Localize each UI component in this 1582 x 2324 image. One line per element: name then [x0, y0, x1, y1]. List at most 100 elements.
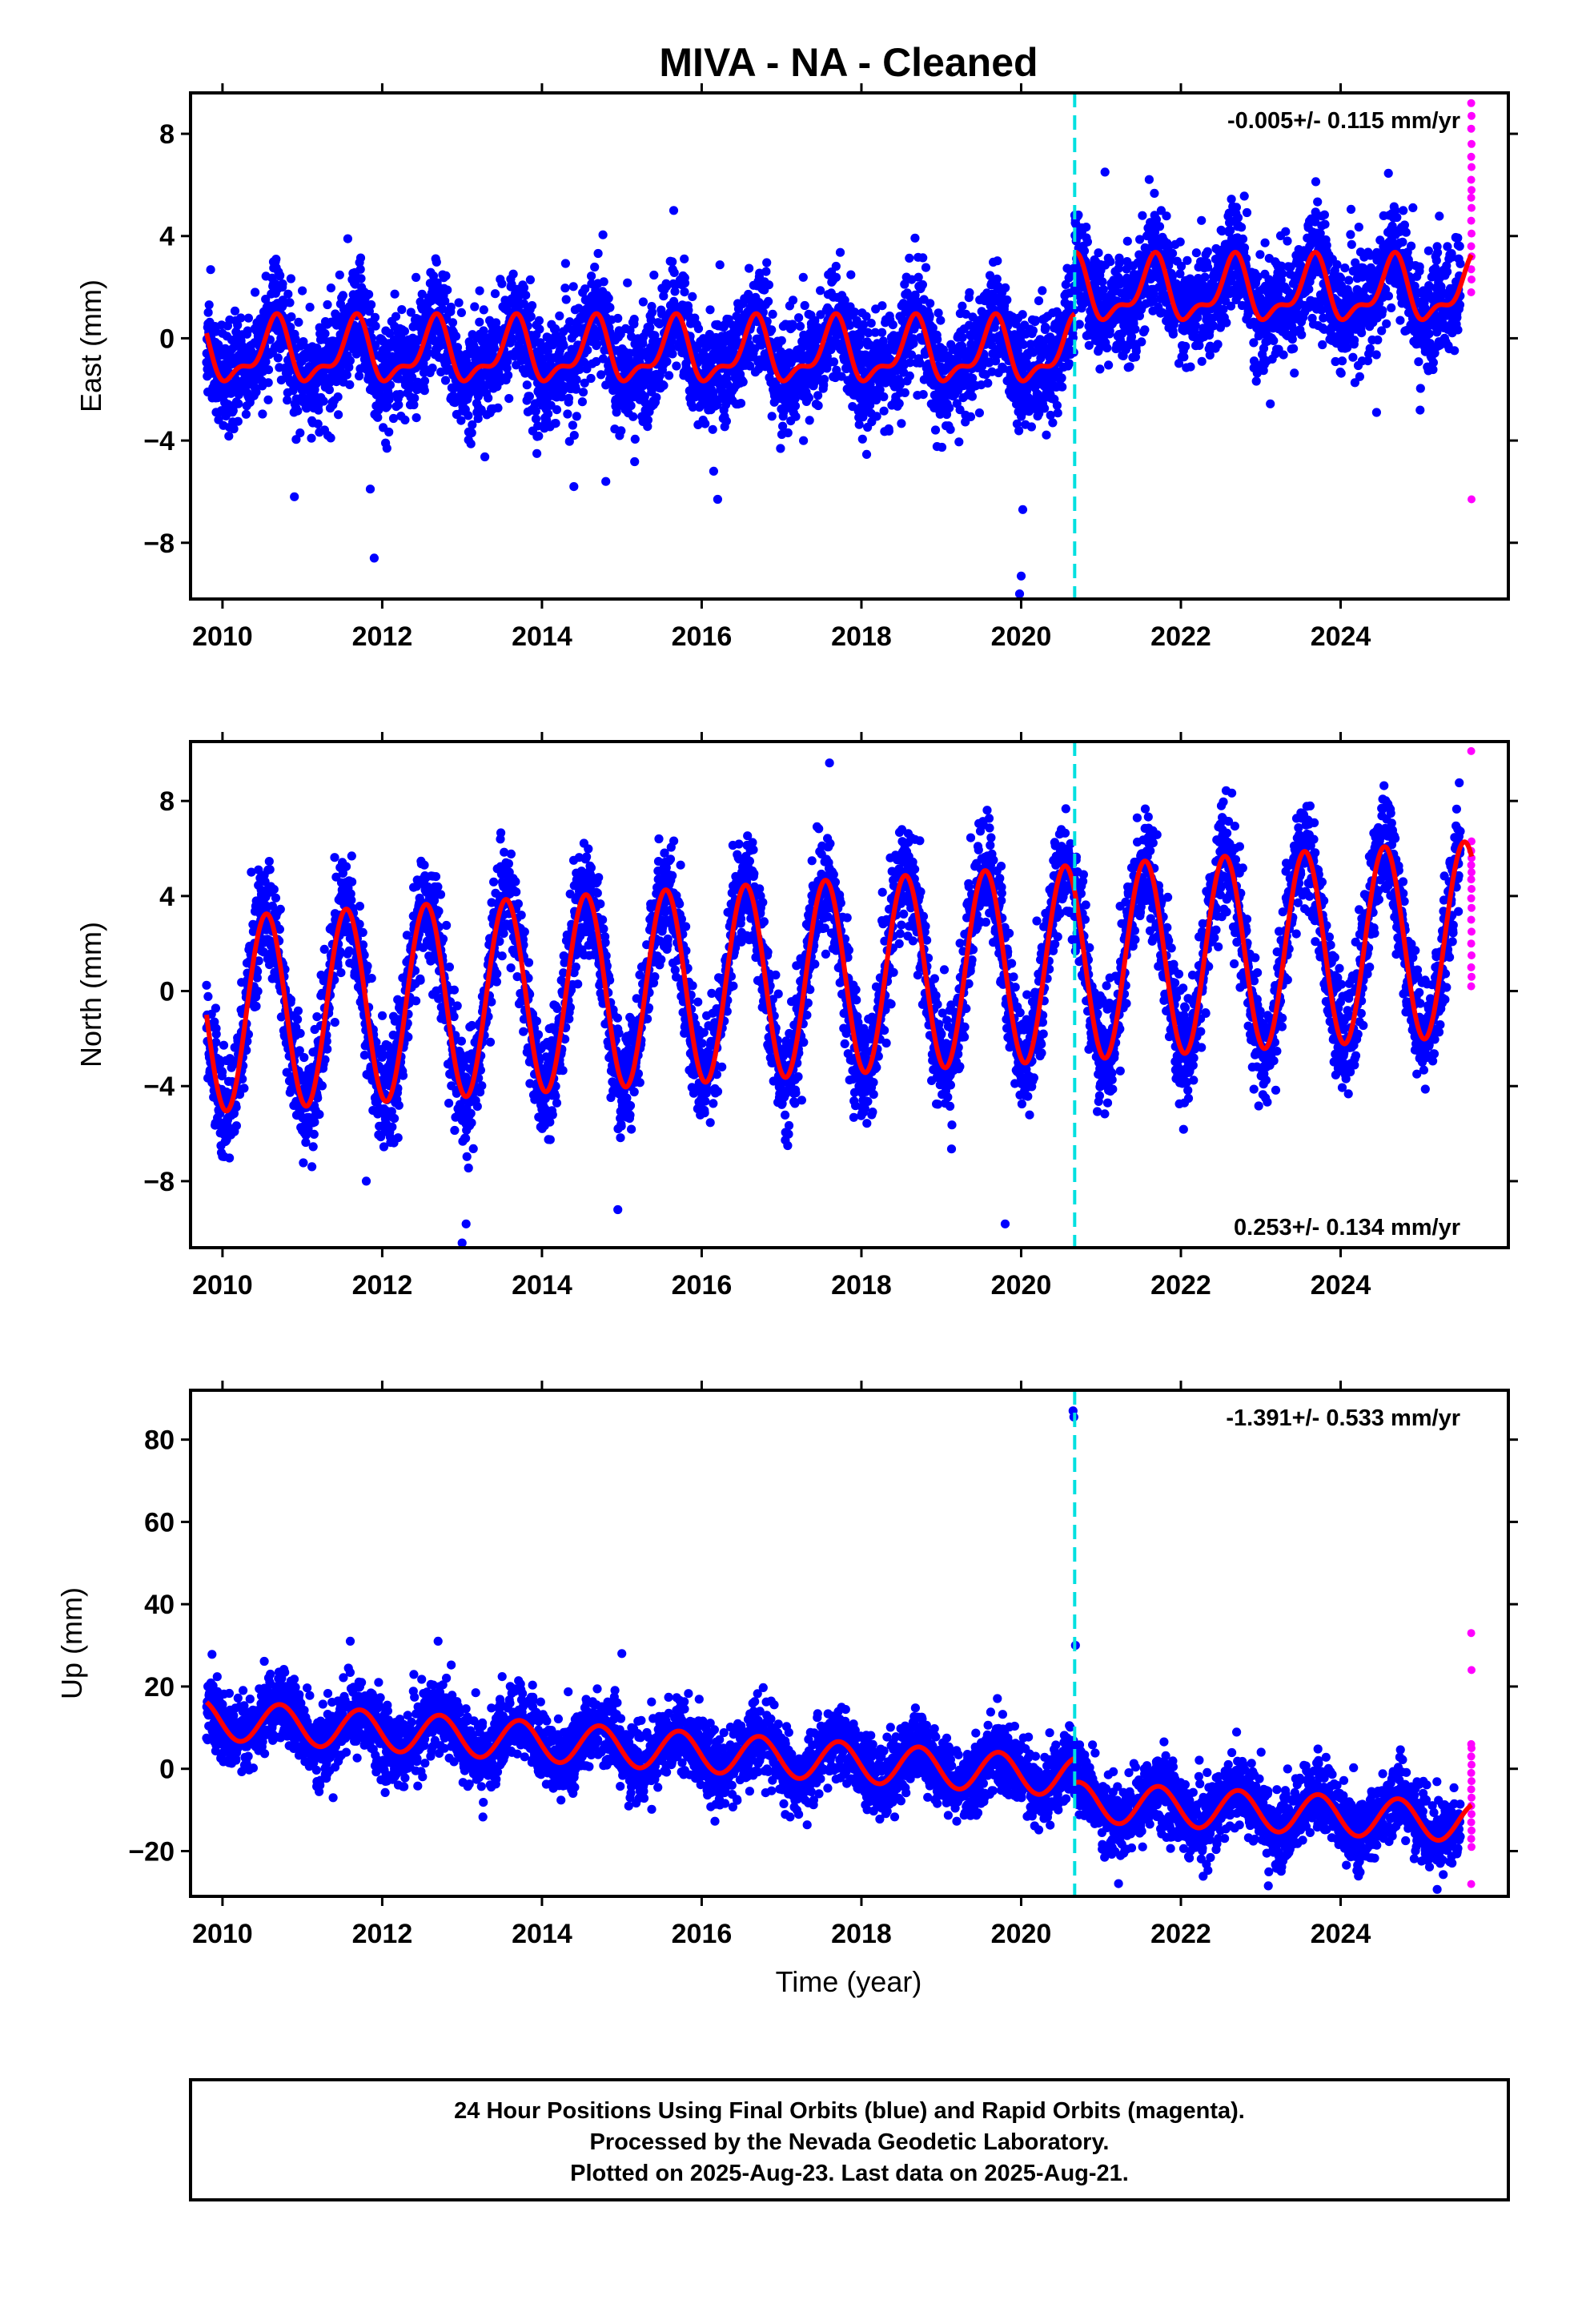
data-point	[955, 405, 965, 415]
data-point	[531, 414, 541, 424]
data-point	[816, 286, 825, 296]
data-point	[1279, 350, 1288, 360]
data-point	[293, 406, 303, 416]
data-point	[767, 325, 777, 335]
data-point	[1104, 360, 1114, 370]
data-point	[503, 356, 512, 366]
data-point	[1239, 191, 1249, 201]
data-point	[1058, 382, 1067, 392]
data-point	[568, 282, 578, 292]
data-point	[427, 296, 436, 306]
data-point	[835, 247, 845, 257]
data-point	[1046, 410, 1055, 420]
data-point	[596, 370, 606, 380]
data-point	[275, 271, 285, 280]
data-point	[590, 262, 600, 272]
data-point	[1094, 248, 1103, 258]
data-point	[668, 257, 677, 267]
data-point	[559, 340, 568, 351]
data-point	[234, 399, 243, 408]
data-point	[1251, 376, 1261, 386]
data-point	[508, 334, 518, 344]
data-point	[560, 259, 571, 268]
data-point	[680, 254, 689, 263]
plot-area	[202, 93, 1476, 599]
data-point	[521, 291, 531, 300]
data-point	[400, 415, 410, 425]
data-point	[1313, 197, 1323, 207]
data-point	[804, 393, 814, 403]
data-point	[1331, 356, 1340, 367]
data-point	[251, 387, 261, 397]
data-point	[846, 270, 856, 279]
data-point	[420, 386, 429, 396]
data-point	[768, 309, 777, 319]
data-point	[1213, 340, 1223, 349]
data-point	[659, 380, 669, 390]
data-point	[592, 340, 602, 349]
data-point	[831, 272, 841, 282]
data-point	[934, 308, 943, 318]
data-point	[1304, 284, 1314, 294]
data-point	[1010, 386, 1021, 396]
data-point	[643, 422, 652, 432]
data-point	[993, 256, 1002, 266]
data-point	[490, 289, 500, 299]
data-point	[1126, 332, 1137, 342]
data-point	[1042, 430, 1051, 440]
data-point	[866, 319, 876, 328]
data-point	[261, 295, 271, 304]
data-point	[1135, 235, 1145, 244]
data-point	[925, 312, 934, 321]
data-point	[688, 292, 697, 301]
data-point	[452, 343, 463, 352]
data-point	[294, 317, 303, 327]
data-point	[954, 437, 964, 447]
data-point	[1200, 272, 1210, 282]
data-point	[680, 278, 690, 287]
data-point	[1266, 399, 1275, 408]
data-point	[849, 308, 860, 317]
data-point	[1138, 211, 1147, 220]
data-point	[795, 321, 805, 331]
data-point	[420, 363, 429, 372]
data-point	[583, 345, 592, 355]
data-point	[400, 327, 409, 336]
data-point	[628, 412, 638, 421]
data-point	[571, 384, 581, 394]
data-point	[286, 274, 295, 283]
data-point	[534, 316, 544, 325]
data-point	[271, 255, 281, 264]
data-point	[448, 318, 458, 328]
data-point	[326, 433, 335, 443]
data-point	[263, 365, 274, 375]
data-point	[432, 257, 441, 267]
data-point	[287, 312, 296, 322]
data-point	[480, 452, 490, 462]
data-point	[1181, 341, 1191, 352]
data-point	[799, 436, 809, 445]
data-point	[1130, 324, 1140, 334]
data-point	[705, 305, 715, 315]
data-point	[555, 311, 564, 321]
data-point	[1082, 237, 1092, 247]
data-point	[777, 336, 786, 345]
data-point	[1012, 419, 1022, 428]
data-point	[382, 444, 391, 453]
data-point	[936, 316, 946, 325]
data-point	[906, 350, 917, 360]
data-point	[338, 291, 347, 300]
data-point	[1253, 272, 1263, 282]
data-point	[672, 361, 681, 371]
data-point	[762, 258, 772, 267]
data-point	[283, 396, 292, 405]
data-point	[367, 300, 376, 310]
data-point	[1040, 404, 1050, 413]
data-point	[319, 396, 328, 406]
data-point	[917, 279, 927, 290]
data-point	[580, 378, 589, 388]
data-point	[826, 344, 836, 355]
data-point	[263, 395, 273, 404]
data-point	[1176, 261, 1186, 271]
data-point	[662, 281, 672, 292]
